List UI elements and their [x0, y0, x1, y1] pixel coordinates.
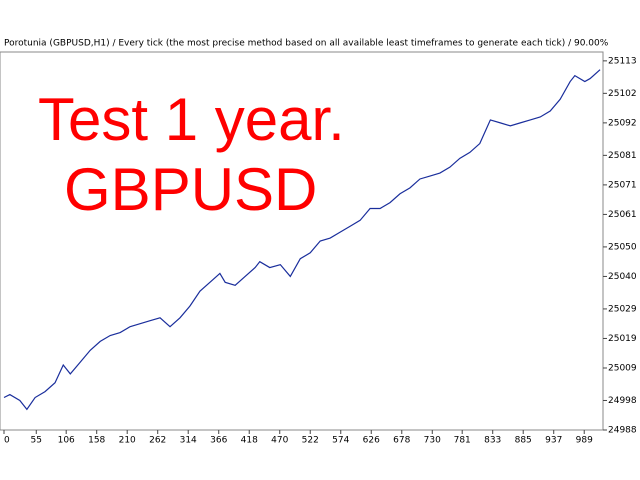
x-tick-label: 989: [576, 436, 593, 446]
x-tick-label: 574: [332, 436, 349, 446]
y-tick-label: 25081: [608, 151, 637, 161]
y-tick-label: 25029: [608, 304, 637, 314]
y-tick-label: 24998: [608, 396, 637, 406]
y-tick-label: 25009: [608, 363, 637, 373]
x-tick-label: 522: [302, 436, 319, 446]
x-tick-label: 626: [363, 436, 380, 446]
x-tick-label: 833: [484, 436, 501, 446]
x-tick-label: 418: [241, 436, 258, 446]
y-tick-label: 25061: [608, 210, 637, 220]
x-tick-label: 314: [180, 436, 197, 446]
y-tick-label: 25092: [608, 118, 637, 128]
x-tick-label: 262: [149, 436, 166, 446]
y-tick-label: 25071: [608, 180, 637, 190]
x-tick-label: 366: [210, 436, 227, 446]
x-tick-label: 210: [119, 436, 136, 446]
x-tick-label: 937: [545, 436, 562, 446]
plot-area: [0, 51, 604, 431]
x-tick-label: 470: [271, 436, 288, 446]
annotation: GBPUSD: [64, 156, 317, 223]
y-tick-label: 25050: [608, 242, 637, 252]
x-tick-label: 0: [4, 436, 10, 446]
x-tick-label: 106: [58, 436, 75, 446]
y-tick-label: 25040: [608, 272, 637, 282]
x-tick-label: 55: [31, 436, 42, 446]
chart-title: Porotunia (GBPUSD,H1) / Every tick (the …: [4, 39, 609, 49]
line-series: [3, 69, 601, 411]
x-tick-label: 730: [424, 436, 441, 446]
y-tick-label: 25102: [608, 89, 637, 99]
annotation: Test 1 year.: [38, 86, 345, 153]
y-tick-label: 24988: [608, 426, 637, 436]
y-tick-label: 25019: [608, 334, 637, 344]
x-tick-label: 678: [393, 436, 410, 446]
x-tick-label: 781: [454, 436, 471, 446]
x-tick-label: 885: [515, 436, 532, 446]
x-tick-label: 158: [88, 436, 105, 446]
y-tick-label: 25113: [608, 56, 637, 66]
